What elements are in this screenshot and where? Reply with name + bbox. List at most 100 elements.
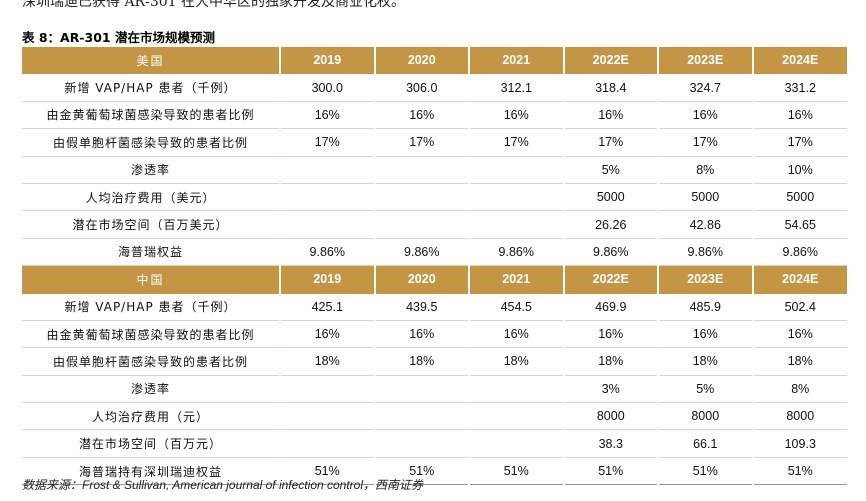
table-cell: 439.5 [373, 293, 469, 321]
table-cell: 9.86% [751, 238, 847, 267]
row-label: 新增 VAP/HAP 患者（千例） [22, 73, 280, 102]
table-cell: 18% [751, 347, 847, 376]
table-cell [373, 402, 469, 431]
year-header: 2022E [562, 47, 658, 75]
table-row: 海普瑞持有深圳瑞迪权益 51% 51% 51% 51% 51% 51% [22, 457, 847, 486]
table-cell: 5000 [562, 183, 658, 212]
table-cell [279, 402, 375, 431]
table-row: 潜在市场空间（百万美元） 26.26 42.86 54.65 [22, 210, 847, 239]
row-label: 人均治疗费用（美元） [22, 183, 280, 212]
table-cell: 16% [751, 101, 847, 130]
table-cell: 318.4 [562, 73, 658, 102]
table-cell [279, 375, 375, 404]
table-cell: 38.3 [562, 429, 658, 458]
table-row: 人均治疗费用（元） 8000 8000 8000 [22, 402, 847, 431]
table-cell: 312.1 [468, 73, 564, 102]
table-cell: 51% [657, 457, 753, 486]
table-cell: 9.86% [468, 238, 564, 267]
row-label: 由假单胞杆菌感染导致的患者比例 [22, 347, 280, 376]
table-cell [279, 183, 375, 212]
table-cell: 8% [657, 156, 753, 184]
year-header: 2024E [751, 47, 847, 75]
intro-text: 深圳瑞迪已获得 AR-301 在大中华区的独家开发及商业化权。 [22, 0, 406, 10]
table-cell [468, 210, 564, 239]
row-label: 人均治疗费用（元） [22, 402, 280, 431]
row-label: 海普瑞持有深圳瑞迪权益 [22, 457, 280, 486]
table-row: 人均治疗费用（美元） 5000 5000 5000 [22, 183, 847, 212]
market-size-table: 美国 2019 2020 2021 2022E 2023E 2024E 新增 VAP/HAP … [22, 47, 847, 486]
table-cell: 42.86 [657, 210, 753, 239]
table-cell: 454.5 [468, 293, 564, 321]
row-label: 由金黄葡萄球菌感染导致的患者比例 [22, 101, 280, 130]
table-cell: 26.26 [562, 210, 658, 239]
table-cell: 17% [279, 128, 375, 157]
table-cell [468, 156, 564, 184]
table-row: 由金黄葡萄球菌感染导致的患者比例 16% 16% 16% 16% 16% 16% [22, 320, 847, 349]
table-row: 新增 VAP/HAP 患者（千例） 300.0 306.0 312.1 318.4 324… [22, 73, 847, 102]
table-cell: 300.0 [279, 73, 375, 102]
table-cell: 18% [657, 347, 753, 376]
table-cell: 16% [468, 101, 564, 130]
table-cell: 16% [562, 101, 658, 130]
row-label: 渗透率 [22, 156, 280, 184]
table-cell: 5000 [751, 183, 847, 212]
row-label: 潜在市场空间（百万元） [22, 429, 280, 458]
table-cell [373, 156, 469, 184]
table-cell: 9.86% [657, 238, 753, 267]
table-cell [373, 210, 469, 239]
table-cell: 9.86% [279, 238, 375, 267]
table-cell: 16% [373, 101, 469, 130]
source-note: 数据来源：Frost & Sullivan, American journal … [22, 478, 424, 492]
table-cell: 469.9 [562, 293, 658, 321]
table-cell: 17% [562, 128, 658, 157]
year-header: 2024E [751, 265, 847, 294]
table-row: 渗透率 3% 5% 8% [22, 375, 847, 404]
table-cell: 18% [468, 347, 564, 376]
table-cell: 331.2 [751, 73, 847, 102]
table-cell: 502.4 [751, 293, 847, 321]
table-cell: 18% [562, 347, 658, 376]
region-header: 中国 [22, 265, 280, 294]
table-row: 渗透率 5% 8% 10% [22, 156, 847, 184]
table-cell: 8000 [657, 402, 753, 431]
year-header: 2021 [468, 265, 564, 294]
table-cell [468, 402, 564, 431]
table-cell: 51% [373, 457, 469, 486]
year-header: 2020 [373, 47, 469, 75]
section-header-row: 美国 2019 2020 2021 2022E 2023E 2024E [22, 47, 847, 75]
table-cell [279, 156, 375, 184]
table-cell: 8000 [562, 402, 658, 431]
table-row: 海普瑞权益 9.86% 9.86% 9.86% 9.86% 9.86% 9.86% [22, 238, 847, 267]
table-cell: 51% [751, 457, 847, 486]
row-label: 由金黄葡萄球菌感染导致的患者比例 [22, 320, 280, 349]
row-label: 渗透率 [22, 375, 280, 404]
table-row: 由假单胞杆菌感染导致的患者比例 17% 17% 17% 17% 17% 17% [22, 128, 847, 157]
table-cell: 16% [468, 320, 564, 349]
year-header: 2023E [657, 47, 753, 75]
year-header: 2020 [373, 265, 469, 294]
year-header: 2019 [279, 265, 375, 294]
table-cell: 16% [657, 320, 753, 349]
table-cell [468, 375, 564, 404]
table-cell: 5000 [657, 183, 753, 212]
row-label: 海普瑞权益 [22, 238, 280, 267]
table-cell: 16% [562, 320, 658, 349]
table-row: 潜在市场空间（百万元） 38.3 66.1 109.3 [22, 429, 847, 458]
table-cell: 16% [751, 320, 847, 349]
table-cell: 8% [751, 375, 847, 404]
table-row: 新增 VAP/HAP 患者（千例） 425.1 439.5 454.5 469.9 485… [22, 293, 847, 321]
table-cell [373, 375, 469, 404]
table-cell [373, 429, 469, 458]
table-cell: 18% [279, 347, 375, 376]
table-cell [279, 210, 375, 239]
year-header: 2021 [468, 47, 564, 75]
table-cell: 51% [279, 457, 375, 486]
table-cell: 16% [373, 320, 469, 349]
year-header: 2019 [279, 47, 375, 75]
table-cell: 66.1 [657, 429, 753, 458]
year-header: 2022E [562, 265, 658, 294]
year-header: 2023E [657, 265, 753, 294]
table-cell: 51% [468, 457, 564, 486]
table-cell [468, 183, 564, 212]
table-cell: 3% [562, 375, 658, 404]
